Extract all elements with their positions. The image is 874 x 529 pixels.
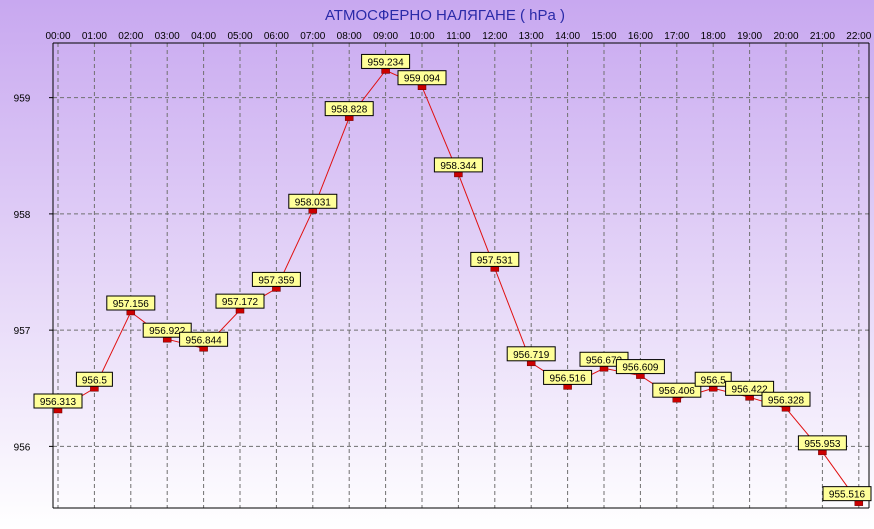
x-tick-label: 17:00 [664, 31, 689, 42]
data-label-text: 956.922 [149, 326, 186, 337]
data-markers [53, 67, 864, 506]
data-label-box [761, 391, 811, 407]
x-tick-label: 08:00 [337, 31, 362, 42]
x-tick-label: 10:00 [409, 31, 434, 42]
data-label-text: 956.5 [701, 375, 726, 386]
data-label-text: 959.234 [368, 57, 405, 68]
data-label-text: 956.672 [586, 355, 623, 366]
data-label-box [75, 371, 113, 387]
data-label-box [361, 53, 411, 69]
data-label: 956.5 [694, 371, 732, 387]
data-label: 957.156 [106, 295, 156, 311]
x-tick-label: 13:00 [519, 31, 544, 42]
data-label: 956.328 [761, 391, 811, 407]
y-tick-label: 958 [14, 210, 31, 221]
data-label: 955.516 [822, 486, 872, 502]
data-label-box [615, 359, 665, 375]
data-label-text: 958.031 [295, 197, 332, 208]
data-label-box [33, 393, 83, 409]
data-label: 956.719 [506, 346, 556, 362]
x-tick-label: 11:00 [446, 31, 471, 42]
data-label: 956.844 [179, 331, 229, 347]
data-label-text: 955.953 [804, 439, 841, 450]
data-label-text: 956.719 [513, 350, 550, 361]
y-tick-label: 959 [14, 94, 31, 105]
data-label-text: 959.094 [404, 74, 441, 85]
axes [49, 42, 870, 509]
data-label: 959.094 [397, 70, 447, 86]
x-tick-label: 05:00 [227, 31, 252, 42]
data-label-box [694, 371, 732, 387]
y-tick-labels: 956 957 958 959 [14, 94, 31, 454]
data-label: 957.531 [470, 251, 520, 267]
data-label: 957.359 [251, 271, 301, 287]
x-tick-label: 09:00 [373, 31, 398, 42]
data-label-box [215, 293, 265, 309]
data-label-box [324, 101, 374, 117]
data-label-text: 958.828 [331, 105, 368, 116]
data-label-box [822, 486, 872, 502]
x-tick-label: 22:00 [846, 31, 871, 42]
data-label-box [543, 369, 593, 385]
data-label-box [433, 157, 483, 173]
x-tick-label: 15:00 [591, 31, 616, 42]
x-tick-label: 01:00 [82, 31, 107, 42]
data-label: 956.313 [33, 393, 83, 409]
data-label: 958.828 [324, 101, 374, 117]
data-label: 956.406 [652, 382, 702, 398]
data-label-text: 956.844 [186, 335, 223, 346]
y-tick-label: 957 [14, 326, 31, 337]
data-label: 955.953 [797, 435, 847, 451]
x-tick-label: 19:00 [737, 31, 762, 42]
data-label-box [397, 70, 447, 86]
y-tick-label: 956 [14, 442, 31, 453]
data-label-box [251, 271, 301, 287]
x-tick-label: 18:00 [701, 31, 726, 42]
data-label-text: 958.344 [440, 161, 477, 172]
x-tick-label: 12:00 [482, 31, 507, 42]
data-label-text: 956.516 [550, 373, 587, 384]
data-label-text: 956.313 [40, 397, 77, 408]
x-tick-labels: 00:00 01:00 02:00 03:00 04:00 05:00 06:00 07:00… [45, 31, 871, 42]
chart-title: АТМОСФЕРНО НАЛЯГАНЕ ( hPa ) [325, 7, 565, 24]
x-tick-label: 03:00 [155, 31, 180, 42]
data-label-box [506, 346, 556, 362]
data-label-box [106, 295, 156, 311]
data-label: 957.172 [215, 293, 265, 309]
x-tick-label: 06:00 [264, 31, 289, 42]
data-label: 958.031 [288, 193, 338, 209]
data-label-box [797, 435, 847, 451]
data-label: 958.344 [433, 157, 483, 173]
data-label-box [179, 331, 229, 347]
data-label-text: 956.5 [82, 375, 107, 386]
data-label-text: 956.328 [768, 395, 805, 406]
x-tick-label: 21:00 [810, 31, 835, 42]
data-label-box [470, 251, 520, 267]
data-label-text: 955.516 [829, 490, 866, 501]
data-label-text: 956.609 [622, 363, 659, 374]
data-label-text: 957.172 [222, 297, 259, 308]
x-tick-label: 00:00 [45, 31, 70, 42]
data-label-box [652, 382, 702, 398]
x-tick-label: 16:00 [628, 31, 653, 42]
x-tick-label: 02:00 [118, 31, 143, 42]
data-label: 959.234 [361, 53, 411, 69]
x-tick-label: 07:00 [300, 31, 325, 42]
data-label: 956.609 [615, 359, 665, 375]
data-label-text: 957.156 [113, 299, 150, 310]
data-label-text: 956.422 [732, 384, 769, 395]
data-label: 956.516 [543, 369, 593, 385]
data-label-text: 956.406 [659, 386, 696, 397]
x-tick-label: 14:00 [555, 31, 580, 42]
data-label: 956.5 [75, 371, 113, 387]
data-label-text: 957.359 [258, 275, 295, 286]
data-label-box [288, 193, 338, 209]
x-tick-label: 20:00 [773, 31, 798, 42]
data-label-text: 957.531 [477, 255, 514, 266]
x-tick-label: 04:00 [191, 31, 216, 42]
